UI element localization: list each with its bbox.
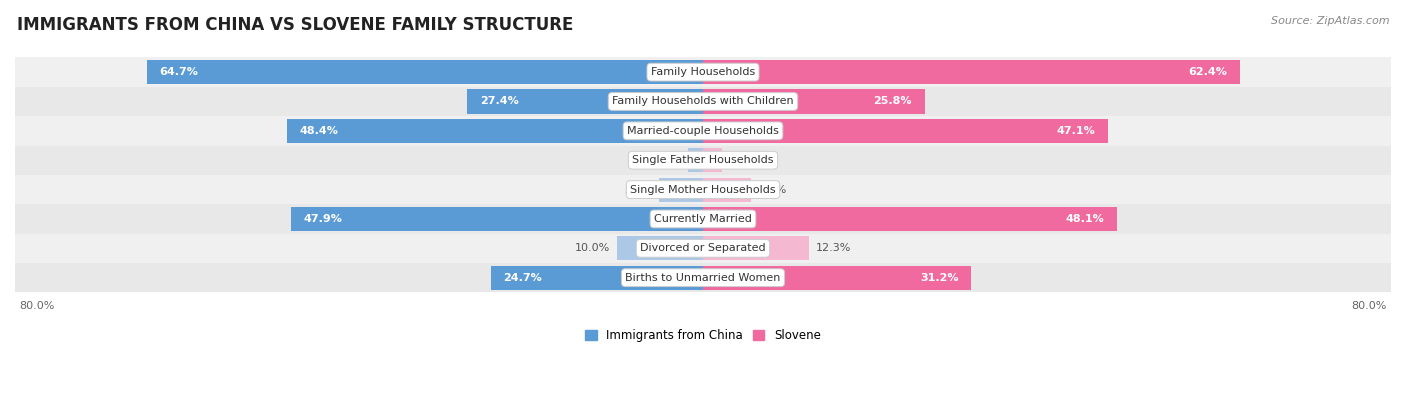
Text: Single Father Households: Single Father Households <box>633 155 773 165</box>
Text: 2.2%: 2.2% <box>728 155 758 165</box>
Bar <box>703 265 972 290</box>
Text: 47.1%: 47.1% <box>1056 126 1095 136</box>
Text: 64.7%: 64.7% <box>159 67 198 77</box>
Bar <box>467 89 703 113</box>
Legend: Immigrants from China, Slovene: Immigrants from China, Slovene <box>585 329 821 342</box>
Text: 31.2%: 31.2% <box>920 273 959 283</box>
Text: Currently Married: Currently Married <box>654 214 752 224</box>
Bar <box>617 236 703 260</box>
Text: 62.4%: 62.4% <box>1188 67 1227 77</box>
Bar <box>291 207 703 231</box>
Text: 47.9%: 47.9% <box>304 214 343 224</box>
Text: Family Households: Family Households <box>651 67 755 77</box>
Bar <box>15 233 1391 263</box>
Text: Single Mother Households: Single Mother Households <box>630 184 776 195</box>
Text: 80.0%: 80.0% <box>1351 301 1386 310</box>
Bar <box>703 148 721 172</box>
Bar <box>146 60 703 84</box>
Text: Divorced or Separated: Divorced or Separated <box>640 243 766 253</box>
Bar <box>15 87 1391 116</box>
Text: Births to Unmarried Women: Births to Unmarried Women <box>626 273 780 283</box>
Text: 5.6%: 5.6% <box>758 184 786 195</box>
Bar <box>15 57 1391 87</box>
Bar <box>15 263 1391 292</box>
Bar <box>287 119 703 143</box>
Bar <box>15 145 1391 175</box>
Text: Married-couple Households: Married-couple Households <box>627 126 779 136</box>
Bar <box>15 116 1391 145</box>
Bar <box>659 177 703 201</box>
Text: 1.8%: 1.8% <box>652 155 681 165</box>
Bar <box>703 177 751 201</box>
Bar <box>491 265 703 290</box>
Text: Source: ZipAtlas.com: Source: ZipAtlas.com <box>1271 16 1389 26</box>
Text: 5.1%: 5.1% <box>624 184 652 195</box>
Text: 24.7%: 24.7% <box>503 273 543 283</box>
Text: 25.8%: 25.8% <box>873 96 912 107</box>
Text: 27.4%: 27.4% <box>481 96 519 107</box>
Text: 10.0%: 10.0% <box>575 243 610 253</box>
Bar <box>703 207 1116 231</box>
Bar <box>703 236 808 260</box>
Bar <box>688 148 703 172</box>
Text: IMMIGRANTS FROM CHINA VS SLOVENE FAMILY STRUCTURE: IMMIGRANTS FROM CHINA VS SLOVENE FAMILY … <box>17 16 574 34</box>
Text: 80.0%: 80.0% <box>20 301 55 310</box>
Bar <box>703 119 1108 143</box>
Bar <box>703 89 925 113</box>
Bar <box>703 60 1240 84</box>
Text: 12.3%: 12.3% <box>815 243 851 253</box>
Bar <box>15 204 1391 233</box>
Text: Family Households with Children: Family Households with Children <box>612 96 794 107</box>
Bar <box>15 175 1391 204</box>
Text: 48.1%: 48.1% <box>1064 214 1104 224</box>
Text: 48.4%: 48.4% <box>299 126 339 136</box>
